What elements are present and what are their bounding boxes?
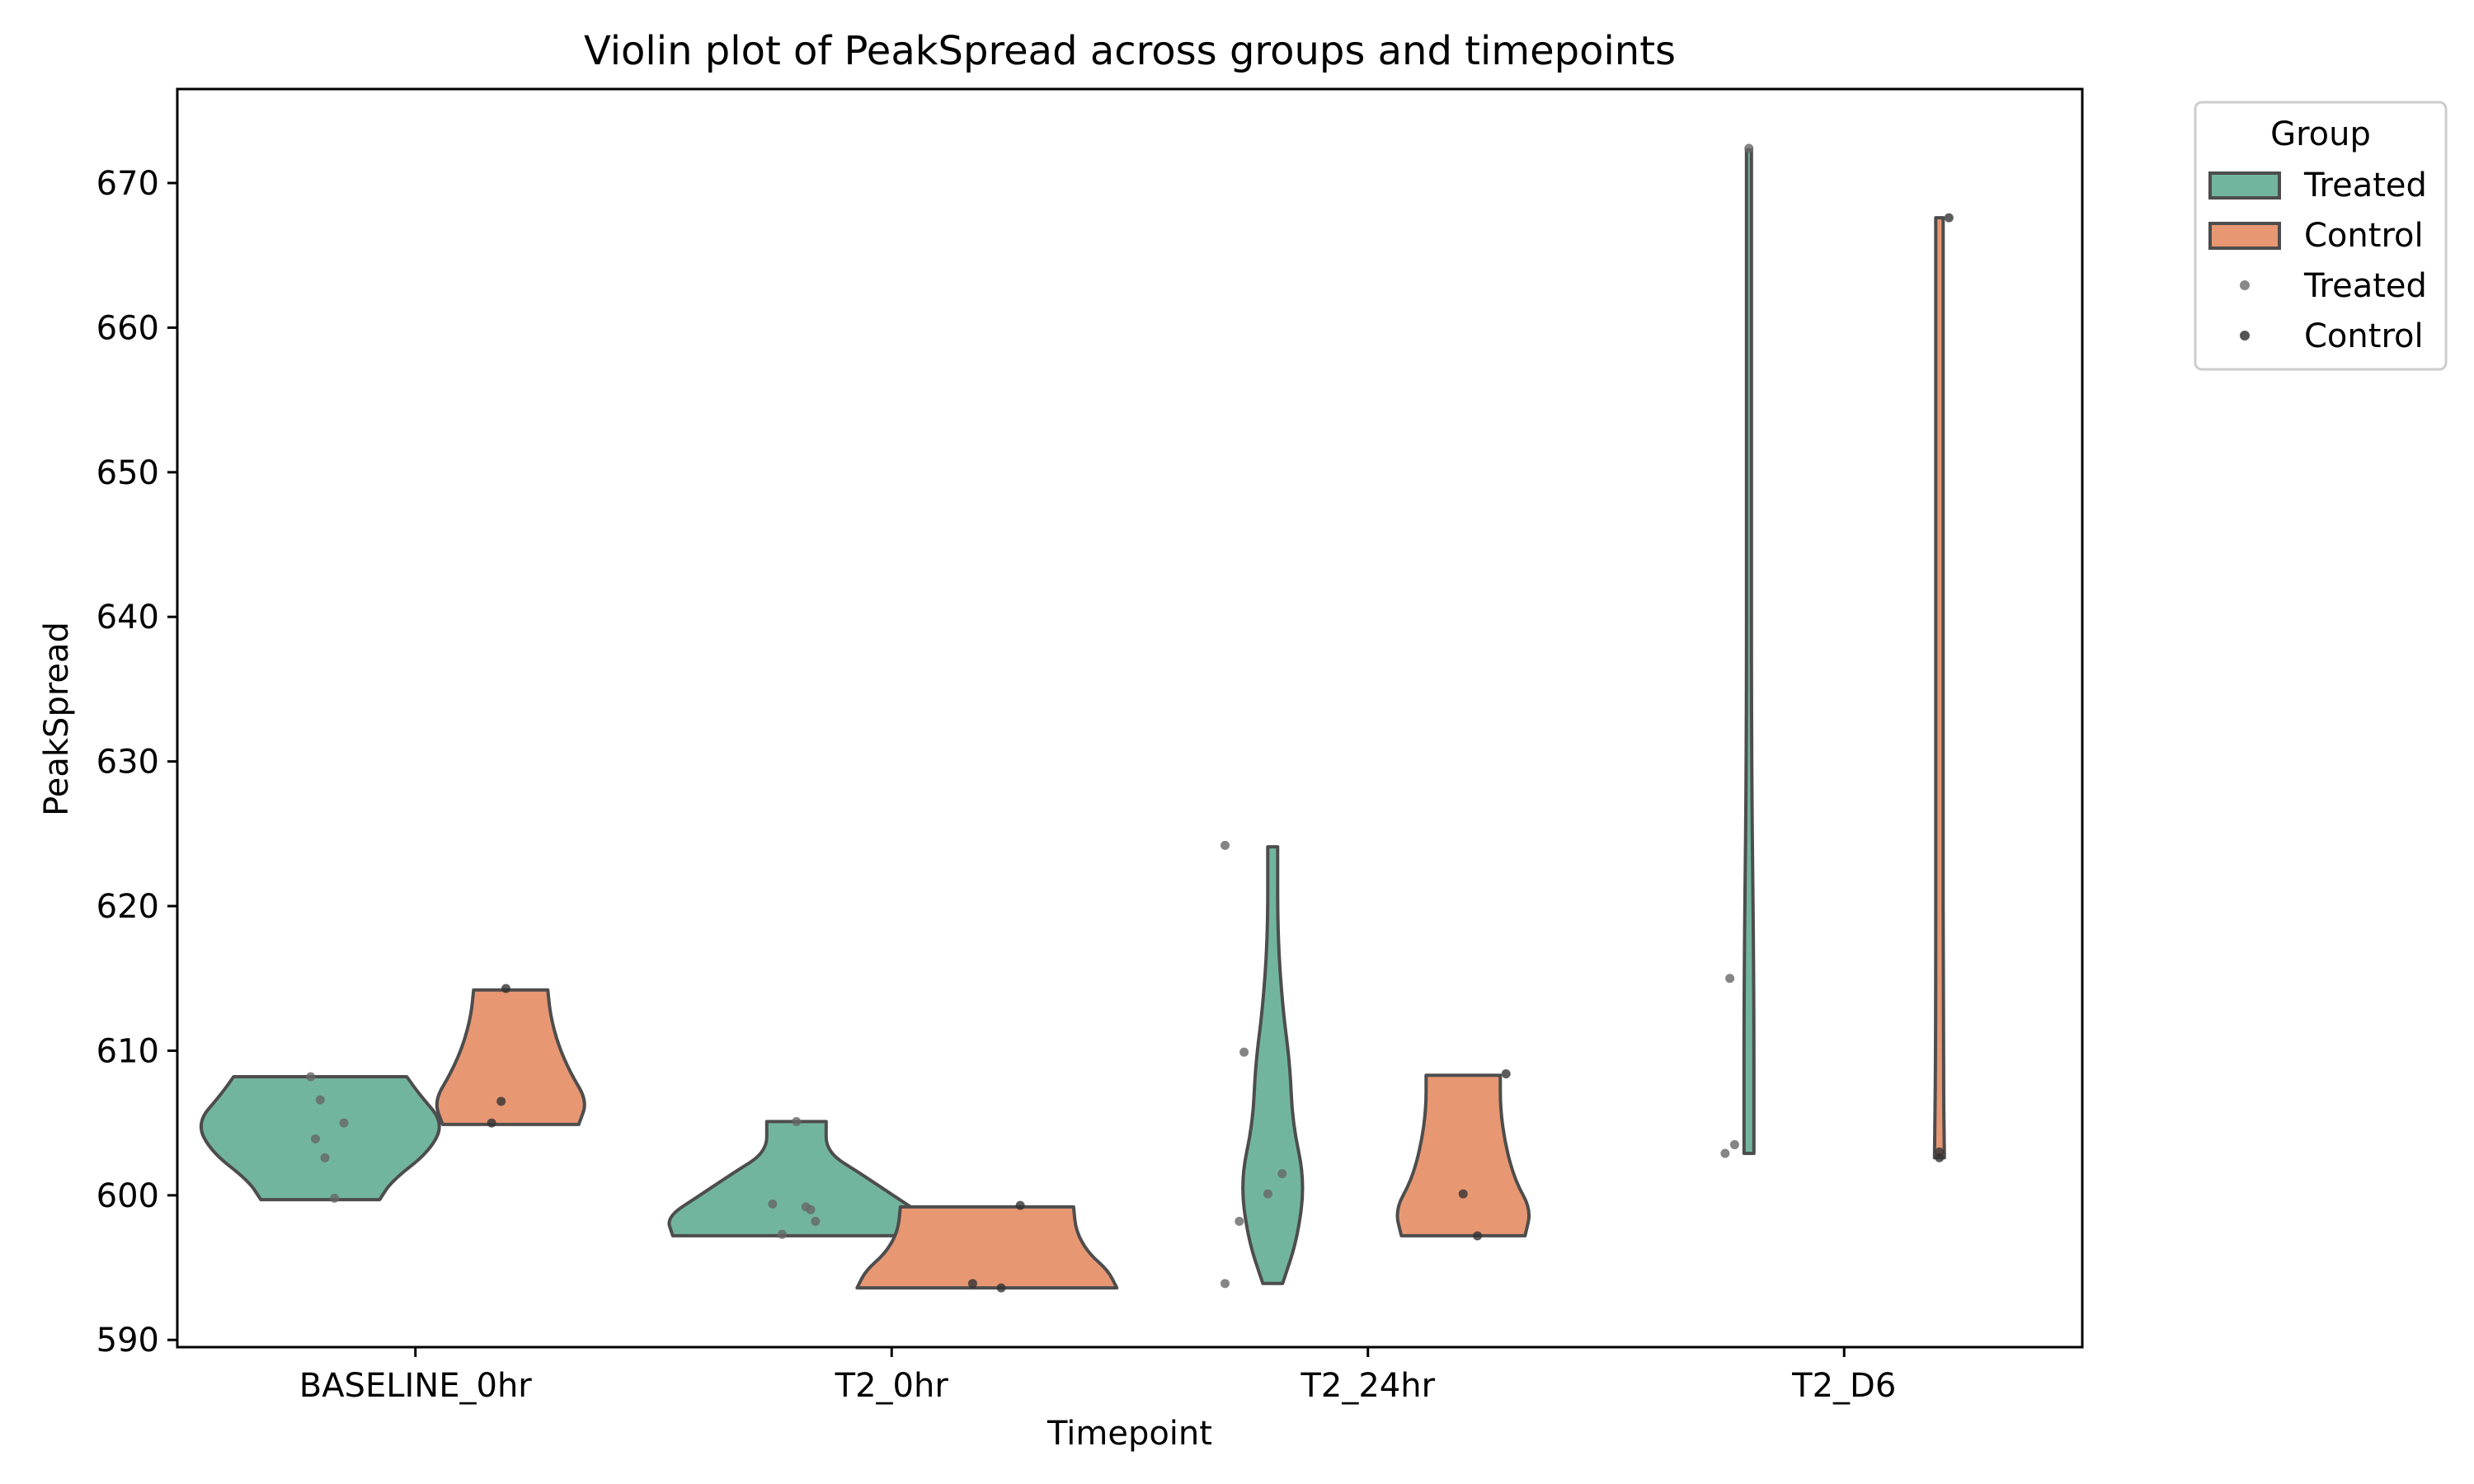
y-tick-label: 600 bbox=[96, 1177, 159, 1215]
plot-content bbox=[199, 143, 1954, 1293]
y-tick-label: 640 bbox=[96, 599, 159, 636]
data-point-treated bbox=[777, 1229, 787, 1239]
x-tick-label: T2_0hr bbox=[835, 1367, 949, 1405]
data-point-treated bbox=[1239, 1047, 1249, 1057]
data-point-treated bbox=[310, 1134, 320, 1144]
x-axis-label: Timepoint bbox=[1047, 1415, 1212, 1453]
data-point-treated bbox=[1277, 1169, 1287, 1179]
data-point-treated bbox=[1235, 1216, 1244, 1226]
violin-treated-t2_24hr bbox=[1241, 845, 1305, 1285]
y-tick-label: 620 bbox=[96, 888, 159, 926]
y-tick-label: 670 bbox=[96, 165, 159, 203]
y-tick-label: 660 bbox=[96, 309, 159, 347]
data-point-treated bbox=[1221, 840, 1230, 850]
legend-label-control: Control bbox=[2304, 217, 2424, 255]
data-point-treated bbox=[1729, 1139, 1739, 1149]
data-point-treated bbox=[811, 1216, 821, 1226]
violin-control-t2_0hr bbox=[855, 1205, 1119, 1290]
legend-swatch-control bbox=[2208, 222, 2281, 250]
y-tick-label: 590 bbox=[96, 1322, 159, 1360]
legend-swatch-treated bbox=[2208, 171, 2281, 200]
x-tick-label: BASELINE_0hr bbox=[299, 1367, 533, 1405]
data-point-treated bbox=[792, 1116, 802, 1126]
violin-control-baseline_0hr bbox=[435, 988, 586, 1126]
data-point-control bbox=[1501, 1068, 1511, 1078]
data-point-control bbox=[1015, 1200, 1025, 1210]
data-point-control bbox=[1473, 1231, 1483, 1241]
data-point-treated bbox=[330, 1193, 340, 1203]
y-tick-label: 630 bbox=[96, 744, 159, 782]
violin-control-t2_24hr bbox=[1395, 1073, 1531, 1237]
data-point-control bbox=[996, 1283, 1006, 1293]
legend-label-treated: Treated bbox=[2303, 267, 2427, 305]
data-point-treated bbox=[768, 1199, 778, 1209]
legend-label-treated: Treated bbox=[2303, 167, 2427, 204]
data-point-control bbox=[496, 1097, 506, 1106]
data-point-control bbox=[487, 1118, 496, 1128]
legend-marker-treated bbox=[2240, 280, 2250, 290]
data-point-treated bbox=[320, 1153, 330, 1162]
data-point-treated bbox=[1744, 143, 1754, 153]
y-axis-label: PeakSpread bbox=[38, 622, 76, 816]
chart-title: Violin plot of PeakSpread across groups … bbox=[584, 28, 1676, 74]
data-point-treated bbox=[1263, 1189, 1272, 1199]
data-point-treated bbox=[315, 1095, 325, 1105]
violin-treated-t2_d6 bbox=[1742, 148, 1756, 1155]
legend-label-control: Control bbox=[2304, 317, 2424, 355]
x-tick-label: T2_D6 bbox=[1791, 1367, 1896, 1405]
data-point-control bbox=[1458, 1189, 1468, 1199]
y-tick-label: 650 bbox=[96, 454, 159, 492]
data-point-control bbox=[1935, 1147, 1945, 1157]
y-tick-label: 610 bbox=[96, 1032, 159, 1070]
legend-box bbox=[2194, 101, 2448, 371]
violin-control-t2_d6 bbox=[1932, 216, 1946, 1160]
data-point-treated bbox=[1720, 1148, 1730, 1158]
x-tick-label: T2_24hr bbox=[1300, 1367, 1435, 1405]
legend-marker-control bbox=[2240, 331, 2250, 340]
x-axis: BASELINE_0hr T2_0hr T2_24hr T2_D6 bbox=[299, 1347, 1896, 1405]
data-point-control bbox=[501, 984, 510, 993]
violin-treated-baseline_0hr bbox=[199, 1075, 441, 1202]
y-axis: 590 600 610 620 630 640 650 660 670 bbox=[96, 165, 177, 1360]
legend-title: Group bbox=[2270, 115, 2371, 153]
plot-frame bbox=[176, 87, 2084, 1349]
legend: Group Treated Control Treated Control bbox=[2194, 101, 2448, 371]
data-point-treated bbox=[339, 1118, 349, 1128]
data-point-control bbox=[967, 1279, 977, 1289]
data-point-control bbox=[1944, 213, 1954, 223]
data-point-treated bbox=[1725, 974, 1735, 984]
data-point-treated bbox=[306, 1072, 316, 1082]
data-point-treated bbox=[1221, 1279, 1230, 1289]
data-point-treated bbox=[806, 1205, 816, 1214]
